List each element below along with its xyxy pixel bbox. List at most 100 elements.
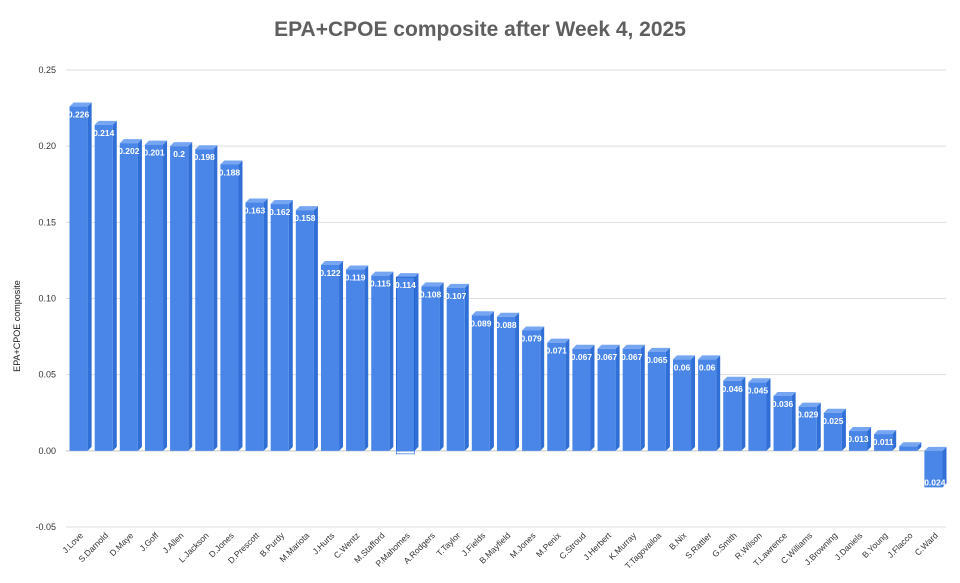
bar-side [515,312,520,451]
bar-top [698,355,721,360]
bar-front [622,348,641,451]
bar [421,282,444,451]
bar-front [874,434,893,451]
bar-side [364,265,369,451]
bar-top [371,271,394,276]
data-label: 0.122 [319,268,341,278]
bar-front [496,316,516,451]
bar-front [94,124,113,451]
bar-front [723,380,742,451]
bar-front [245,202,264,451]
bar-side [867,427,872,451]
bar [572,344,595,451]
bar-top [622,344,645,349]
bar-top [773,391,796,396]
bar-side [112,120,117,451]
bar-front [346,269,365,451]
bar-front [672,359,692,451]
bar [773,391,796,451]
bar [823,408,846,451]
bar-side [238,160,243,451]
data-label: 0.163 [244,206,266,216]
bar-side [489,311,494,451]
bar [446,283,469,451]
bars [69,102,947,488]
bar-side [766,378,771,451]
bar [672,355,696,451]
bar-top [471,311,494,316]
bar [320,260,344,451]
bar [547,338,570,451]
bar-side [816,402,821,451]
bar-front [144,144,164,451]
x-tick-label: J.Flacco [885,530,915,560]
data-label: 0.226 [68,110,90,120]
data-label: 0.108 [420,289,442,299]
bar-front [773,395,792,451]
y-tick-label: 0.05 [38,370,56,380]
data-label: 0.067 [596,352,618,362]
bar-side [716,355,721,451]
bar-top [320,260,344,265]
bar-front [572,348,591,451]
x-tick-label: M.Jones [508,530,538,560]
bar-front [371,275,390,451]
data-label: 0.201 [143,148,165,158]
bar-side [841,408,846,451]
bar-top [94,120,117,125]
bar [371,271,394,451]
bar-side [917,442,922,451]
bar-front [698,359,717,451]
bar [522,326,545,451]
bar-top [270,200,293,205]
data-label: 0.088 [495,320,517,330]
bar [899,442,922,451]
x-tick-label: D.Maye [107,530,135,558]
bar-top [547,338,570,343]
bar [346,265,369,451]
data-label: 0.188 [219,167,241,177]
data-label: 0.06 [699,362,716,372]
bar-side [188,142,193,451]
bar [245,198,268,451]
bar-side [741,376,746,451]
bar-side [464,283,469,451]
bar-front [395,276,415,452]
bar [874,430,897,451]
bar [270,200,293,451]
bar-side [942,446,947,488]
y-tick-label: 0.15 [38,217,56,227]
bar-front [924,450,943,488]
bar-top [672,355,696,360]
bar [94,120,117,451]
data-label: 0.025 [822,416,844,426]
x-tick-label: S.Rattler [683,530,714,561]
bar-side [414,273,419,451]
bar-side [439,282,444,451]
bar [195,145,218,451]
bar [597,344,620,451]
data-label: 0.071 [546,346,568,356]
bar-side [691,355,696,451]
bar-top [798,402,821,407]
bar-side [137,139,142,451]
data-label: -0.024 [921,477,945,487]
bar-top [496,312,520,317]
data-label: 0.067 [571,352,593,362]
bar [647,347,670,451]
y-tick-label: 0.20 [38,141,56,151]
data-label: 0.003 [898,449,920,459]
bar-front [421,286,440,451]
data-label: 0.045 [747,385,769,395]
bar-top [396,273,419,278]
data-label: 0.214 [93,128,115,138]
bar-top [69,102,92,107]
bar-front [270,204,289,451]
data-label: 0.114 [395,280,416,290]
x-tick-label: T.Taylor [434,530,462,558]
bar-front [119,143,138,451]
bar-side [540,326,545,451]
bar [698,355,721,451]
y-tick-label: 0.25 [38,65,56,75]
